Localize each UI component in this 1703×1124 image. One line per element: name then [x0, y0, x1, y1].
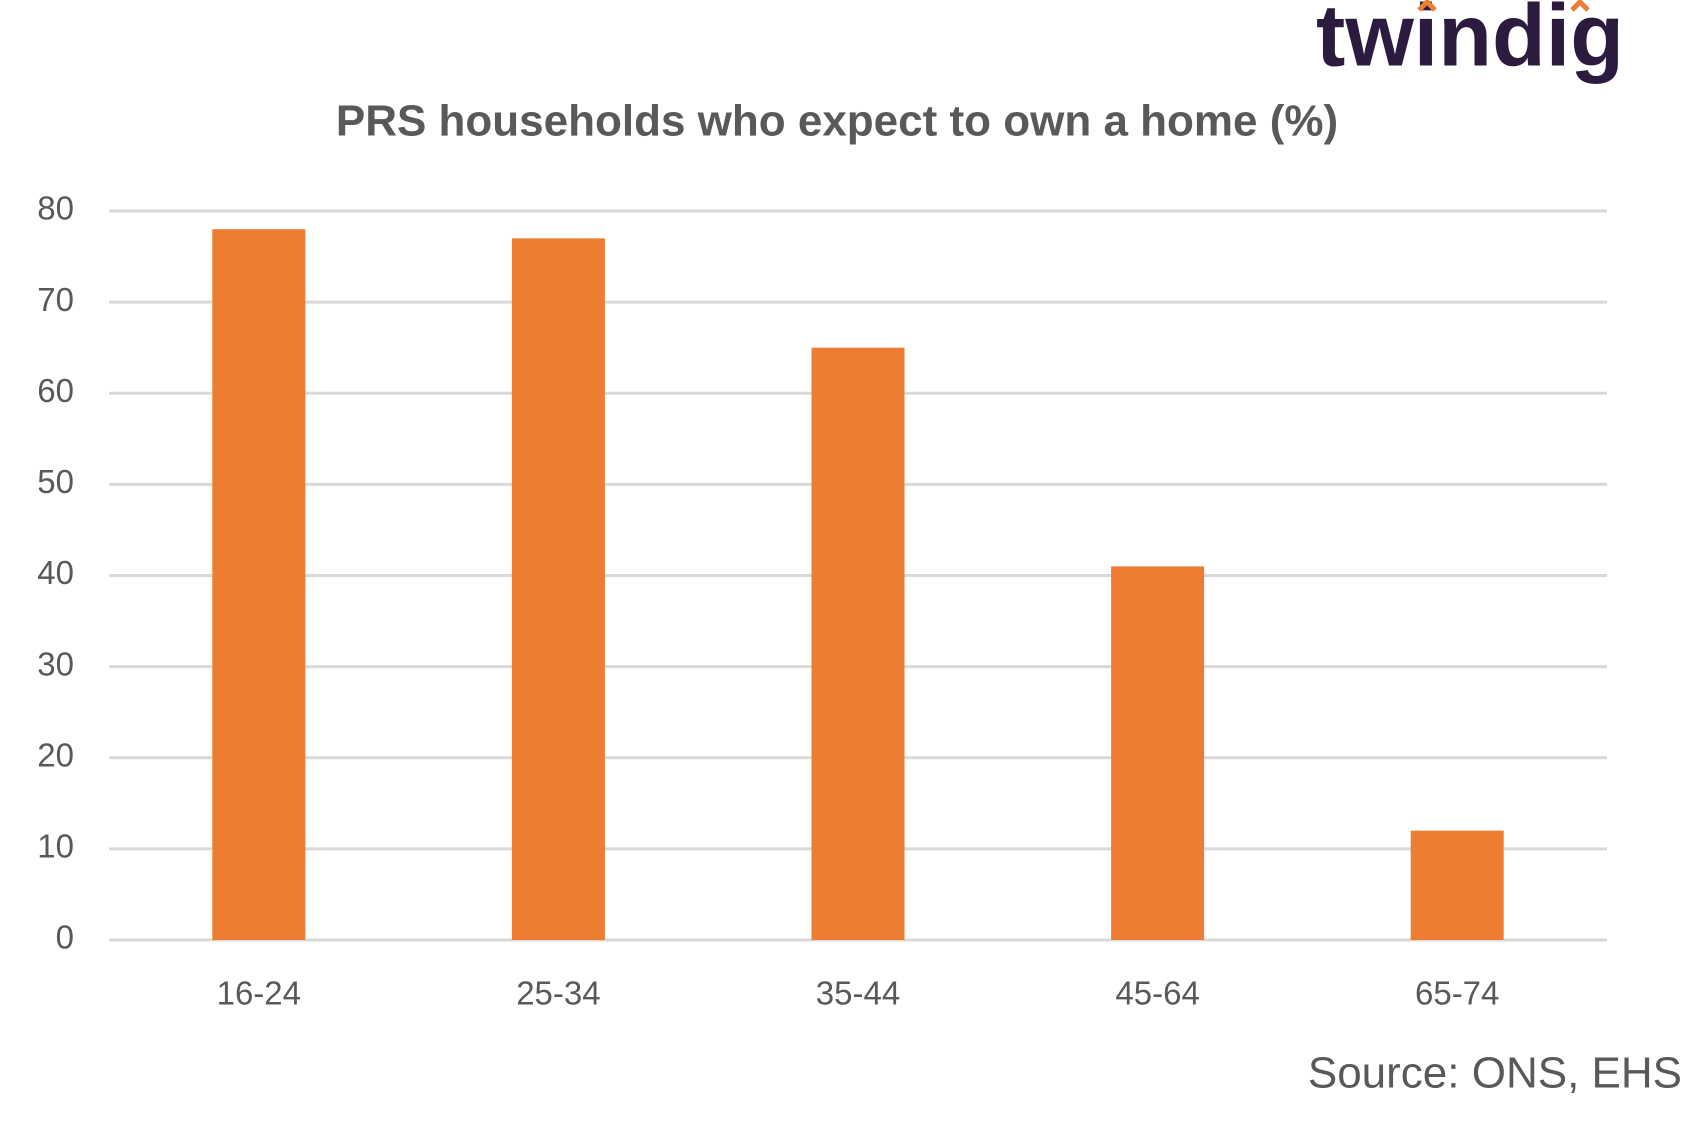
y-tick-label: 30	[37, 645, 74, 682]
x-tick-label: 45-64	[1115, 975, 1199, 1012]
y-tick-label: 80	[37, 190, 74, 227]
y-tick-label: 0	[56, 919, 74, 956]
source-note: Source: ONS, EHS	[1308, 1049, 1682, 1098]
y-tick-label: 40	[37, 554, 74, 591]
bar	[511, 238, 605, 940]
y-tick-label: 70	[37, 281, 74, 318]
logo-caret	[1417, 0, 1437, 12]
y-tick-label: 10	[37, 828, 74, 865]
x-tick-label: 35-44	[816, 975, 900, 1012]
x-tick-label: 16-24	[217, 975, 301, 1012]
logo-caret	[1570, 0, 1590, 12]
x-tick-label: 65-74	[1415, 975, 1499, 1012]
logo: twindig	[1316, 0, 1624, 84]
bar	[811, 347, 905, 940]
bar	[212, 229, 306, 941]
bar	[1410, 830, 1504, 940]
y-tick-label: 20	[37, 736, 74, 773]
bar	[1111, 566, 1205, 940]
y-tick-label: 60	[37, 372, 74, 409]
chart-title: PRS households who expect to own a home …	[336, 97, 1338, 146]
x-tick-label: 25-34	[516, 975, 600, 1012]
y-tick-label: 50	[37, 463, 74, 500]
